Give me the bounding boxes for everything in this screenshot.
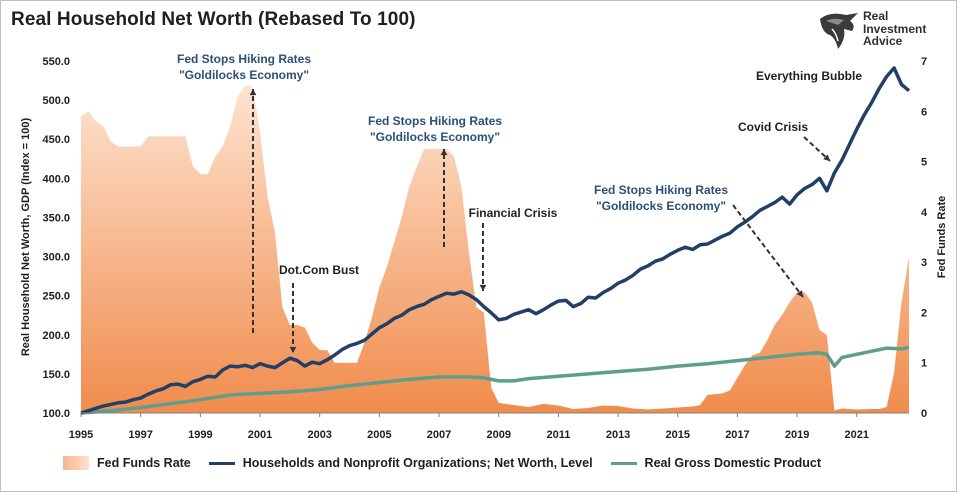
y-left-tick-label: 500.0	[42, 95, 70, 107]
annotation-label: Fed Stops Hiking Rates	[594, 183, 728, 197]
net-worth-line	[80, 66, 911, 415]
y-left-tick-label: 100.0	[42, 408, 70, 420]
y-right-tick-label: 3	[921, 257, 927, 269]
legend: Fed Funds Rate Households and Nonprofit …	[63, 453, 943, 473]
y-right-tick-label: 6	[921, 106, 927, 118]
annotation-arrow-line	[803, 136, 831, 162]
annotation-arrow-head	[479, 284, 487, 291]
legend-swatch-fed	[63, 456, 89, 470]
gdp-line	[80, 345, 910, 415]
y-left-tick-label: 400.0	[42, 173, 70, 185]
annotation-arrow-line	[732, 204, 804, 298]
legend-swatch-networth	[208, 461, 235, 465]
legend-item-gdp: Real Gross Domestic Product	[610, 456, 821, 470]
annotation-label: Financial Crisis	[469, 206, 558, 220]
annotation-arrow-head	[289, 346, 297, 353]
y-right-tick-label: 2	[921, 307, 927, 319]
legend-swatch-gdp	[610, 461, 637, 465]
annotation-label: Covid Crisis	[738, 120, 808, 134]
logo: Real Investment Advice	[816, 9, 951, 53]
legend-label-gdp: Real Gross Domestic Product	[644, 456, 821, 470]
y-left-tick-label: 200.0	[42, 330, 70, 342]
annotation-arrow-head	[440, 149, 448, 156]
x-tick-label: 2021	[845, 429, 869, 441]
annotation-arrow-head	[823, 154, 830, 161]
y-right-tick-label: 1	[921, 358, 927, 370]
x-tick-label: 2015	[666, 429, 690, 441]
y-left-tick-label: 150.0	[42, 369, 70, 381]
x-tick-label: 1999	[188, 429, 212, 441]
y-left-axis-title: Real Household Net Worth, GDP (Index = 1…	[20, 118, 32, 357]
spread-stripes	[87, 68, 911, 413]
y-left-tick-label: 550.0	[42, 56, 70, 68]
y-left-tick-label: 250.0	[42, 291, 70, 303]
x-tick-label: 2017	[725, 429, 749, 441]
annotation-arrow-head	[249, 89, 257, 96]
annotation-label: Fed Stops Hiking Rates	[177, 52, 311, 66]
x-tick-label: 2001	[248, 429, 272, 441]
annotation-label: Everything Bubble	[756, 69, 862, 83]
logo-text: Real Investment Advice	[863, 9, 927, 48]
x-tick-label: 2019	[785, 429, 809, 441]
legend-item-networth: Households and Nonprofit Organizations; …	[208, 456, 593, 470]
x-tick-label: 2007	[427, 429, 451, 441]
annotation-label: "Goldilocks Economy"	[596, 199, 726, 213]
y-left-tick-label: 450.0	[42, 134, 70, 146]
x-tick-label: 2011	[546, 429, 570, 441]
annotation-label: Dot.Com Bust	[279, 263, 359, 277]
y-right-tick-label: 0	[921, 408, 927, 420]
annotation-arrow-head	[796, 290, 803, 297]
y-right-tick-label: 4	[921, 207, 928, 219]
y-right-axis-title: Fed Funds Rate	[936, 196, 948, 279]
legend-label-fed: Fed Funds Rate	[97, 456, 191, 470]
x-tick-label: 2009	[486, 429, 510, 441]
x-tick-label: 1995	[69, 429, 93, 441]
chart-title: Real Household Net Worth (Rebased To 100…	[11, 9, 416, 30]
x-tick-label: 1997	[128, 429, 152, 441]
annotation-label: "Goldilocks Economy"	[370, 130, 500, 144]
y-left-tick-label: 300.0	[42, 252, 70, 264]
annotation-label: Fed Stops Hiking Rates	[368, 114, 502, 128]
annotation-label: "Goldilocks Economy"	[179, 68, 309, 82]
x-tick-label: 2005	[367, 429, 391, 441]
fed-funds-area	[81, 86, 909, 413]
chart-plot: 100.0 150.0 200.0 250.0 300.0 350.0 400.0 450.0…	[20, 52, 948, 441]
eagle-logo-icon	[820, 13, 858, 49]
x-tick-label: 2003	[307, 429, 331, 441]
x-tick-label: 2013	[606, 429, 630, 441]
y-right-tick-label: 5	[921, 157, 927, 169]
legend-label-networth: Households and Nonprofit Organizations; …	[242, 456, 593, 470]
y-left-tick-label: 350.0	[42, 212, 70, 224]
y-right-tick-label: 7	[921, 56, 927, 68]
legend-item-fed: Fed Funds Rate	[63, 456, 191, 470]
